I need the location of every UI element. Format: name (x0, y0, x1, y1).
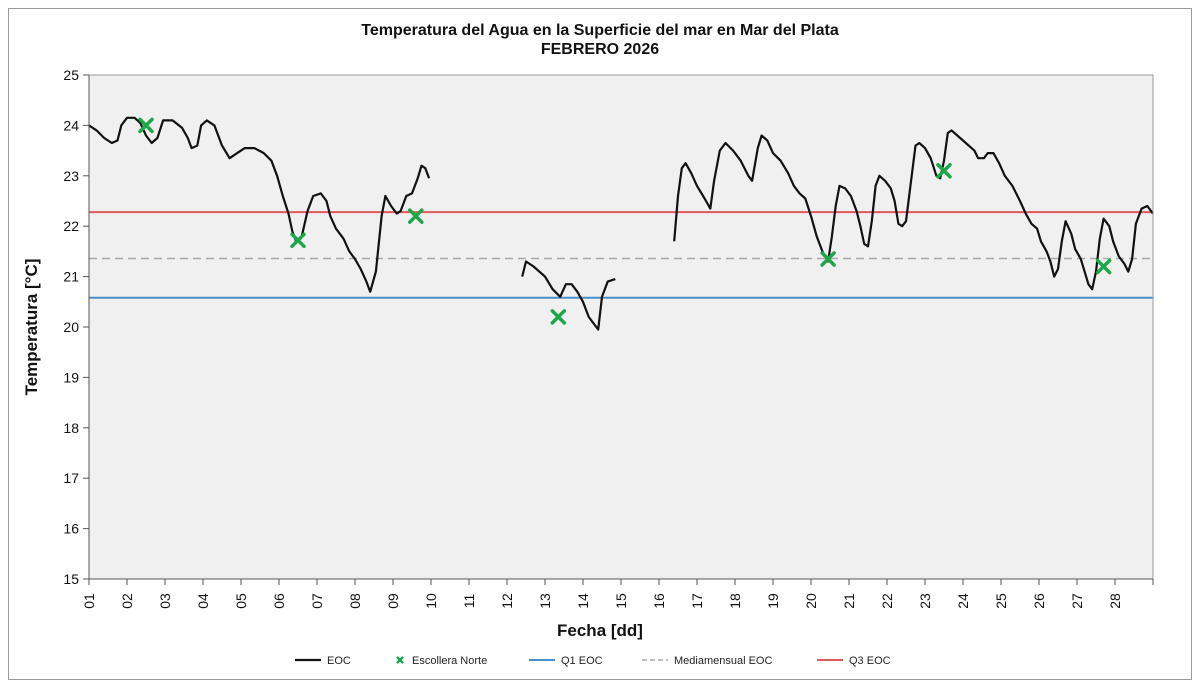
x-tick-label: 01 (81, 593, 97, 609)
y-tick-label: 22 (63, 218, 79, 234)
x-tick-label: 11 (461, 594, 477, 609)
x-tick-label: 25 (993, 593, 1009, 609)
eoc-series (88, 116, 1154, 331)
y-tick-label: 23 (63, 168, 79, 184)
x-tick-label: 23 (917, 593, 933, 609)
legend-item: EOC (295, 655, 351, 667)
x-tick-label: 06 (271, 593, 287, 609)
y-tick-label: 21 (63, 269, 79, 285)
x-tick-label: 07 (309, 593, 325, 609)
escollera-point (1095, 258, 1112, 275)
escollera-point (936, 163, 952, 179)
x-tick-label: 12 (499, 593, 515, 609)
x-tick-label: 13 (537, 593, 553, 609)
y-tick-label: 18 (63, 420, 79, 436)
legend-item: Q1 EOC (529, 655, 603, 667)
eoc-line-segment (88, 116, 431, 293)
x-tick-label: 27 (1069, 593, 1085, 609)
x-tick-label: 03 (157, 593, 173, 609)
y-tick-label: 16 (63, 521, 79, 537)
legend: EOC Escollera Norte Q1 EOC Mediamensual EOC… (295, 655, 891, 667)
legend-item: Escollera Norte (396, 655, 487, 667)
escollera-point (550, 309, 567, 325)
legend-label: EOC (327, 655, 351, 667)
y-tick-label: 17 (63, 470, 79, 486)
escollera-point (408, 208, 424, 224)
x-tick-label: 14 (575, 593, 591, 609)
x-tick-label: 26 (1031, 593, 1047, 609)
y-tick-label: 25 (63, 67, 79, 83)
y-axis-title: Temperatura [°C] (22, 259, 41, 396)
reference-lines (89, 211, 1153, 299)
x-axis-ticks: 01 02 03 04 05 06 07 08 09 10 11 12 13 14 15 16 17 18 19 20… (81, 579, 1154, 609)
x-tick-label: 02 (119, 593, 135, 609)
escollera-point (138, 117, 154, 134)
x-tick-label: 21 (841, 593, 857, 609)
legend-item: Mediamensual EOC (642, 655, 772, 667)
escollera-point (290, 232, 306, 249)
chart-title: Temperatura del Agua en la Superficie de… (361, 22, 839, 39)
x-tick-label: 09 (385, 593, 401, 609)
x-axis-title: Fecha [dd] (557, 621, 643, 640)
escollera-norte-series (138, 117, 1112, 325)
x-tick-label: 18 (727, 593, 743, 609)
legend-label: Q3 EOC (849, 655, 891, 667)
y-tick-label: 20 (63, 319, 79, 335)
y-tick-label: 24 (63, 117, 79, 133)
x-tick-label: 28 (1107, 593, 1123, 609)
y-tick-label: 15 (63, 571, 79, 587)
x-tick-label: 20 (803, 593, 819, 609)
x-tick-label: 08 (347, 593, 363, 609)
x-tick-label: 19 (765, 593, 781, 609)
x-tick-label: 15 (613, 593, 629, 609)
x-tick-label: 04 (195, 593, 211, 609)
legend-item: Q3 EOC (817, 655, 891, 667)
escollera-point (820, 251, 836, 267)
x-tick-label: 17 (689, 593, 705, 609)
x-tick-label: 24 (955, 593, 971, 609)
y-axis-ticks: 15 16 17 18 19 20 21 22 23 24 25 (63, 67, 89, 587)
x-tick-label: 05 (233, 593, 249, 609)
y-tick-label: 19 (63, 369, 79, 385)
chart-frame: Temperatura del Agua en la Superficie de… (8, 8, 1192, 680)
chart-subtitle: FEBRERO 2026 (541, 41, 659, 58)
x-tick-label: 16 (651, 593, 667, 609)
x-tick-label: 10 (423, 593, 439, 609)
plot-area (89, 75, 1153, 579)
legend-label: Escollera Norte (412, 655, 487, 667)
legend-label: Q1 EOC (561, 655, 603, 667)
x-tick-label: 22 (879, 593, 895, 609)
eoc-line-segment (673, 129, 1154, 291)
legend-label: Mediamensual EOC (674, 655, 772, 667)
chart: Temperatura del Agua en la Superficie de… (22, 22, 1154, 667)
eoc-line-segment (521, 260, 616, 331)
